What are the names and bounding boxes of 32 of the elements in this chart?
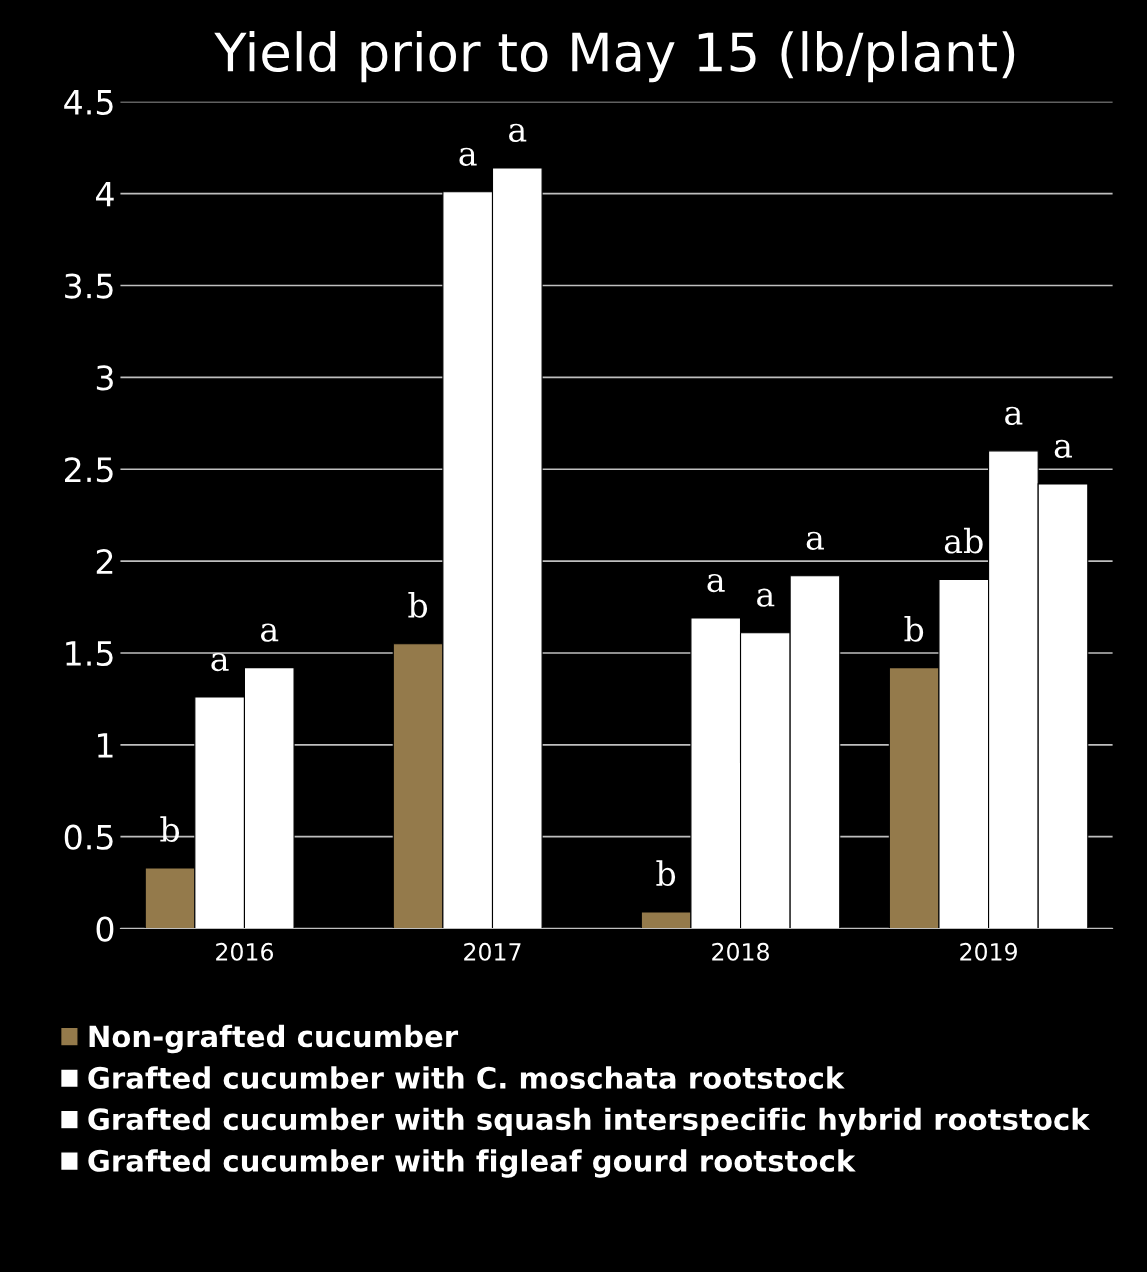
- data-label: a: [459, 147, 477, 166]
- legend-label: Non-grafted cucumber: [89, 1024, 459, 1054]
- y-tick-label: 4.5: [64, 90, 113, 115]
- legend-label: Grafted cucumber with figleaf gourd rootstock: [88, 1149, 856, 1178]
- data-label: a: [211, 652, 229, 672]
- data-label: a: [1005, 406, 1023, 425]
- y-tick-label: 3.5: [65, 273, 113, 299]
- data-label: a: [1054, 439, 1072, 459]
- data-label: a: [757, 588, 775, 607]
- y-tick-label: 2.5: [65, 457, 113, 483]
- x-tick-label: 2018: [712, 942, 769, 961]
- y-tick-label: 4: [96, 181, 114, 207]
- x-tick-label: 2017: [464, 942, 521, 961]
- chart-title: Yield prior to May 15 (lb/plant): [214, 31, 1015, 83]
- data-label: a: [806, 531, 824, 550]
- y-tick-label: 2: [96, 549, 113, 574]
- legend-label: Grafted cucumber with squash interspecific hybrid rootstock: [88, 1107, 1091, 1137]
- x-tick-label: 2019: [960, 942, 1017, 961]
- y-tick-label: 1.5: [66, 641, 113, 667]
- data-label: b: [408, 592, 428, 618]
- data-label: a: [509, 123, 527, 142]
- data-label: a: [707, 573, 725, 593]
- legend-label: Grafted cucumber with C. moschata rootstock: [88, 1066, 845, 1089]
- y-tick-label: 0.5: [64, 824, 113, 850]
- y-tick-label: 3: [96, 365, 113, 391]
- x-tick-label: 2016: [216, 942, 274, 961]
- data-label: a: [260, 623, 279, 642]
- data-label: b: [904, 615, 924, 642]
- data-label: b: [656, 860, 676, 887]
- data-label: ab: [944, 527, 983, 554]
- y-tick-label: 1: [98, 733, 113, 758]
- y-tick-label: 0: [96, 916, 114, 942]
